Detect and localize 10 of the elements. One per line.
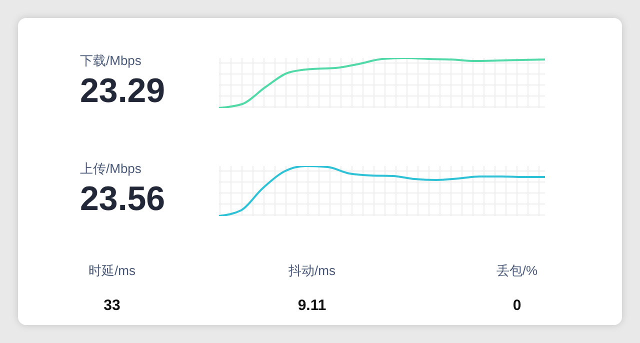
text: 33: [102, 297, 122, 314]
text: 下载/Mbps: [80, 52, 142, 70]
text: 时延/ms: [88, 262, 136, 280]
text: 23.29: [80, 72, 166, 111]
text: 丢包/%: [495, 262, 539, 280]
text: 0: [512, 297, 522, 314]
text: 抖动/ms: [288, 262, 336, 280]
text: 9.11: [296, 297, 328, 314]
text: 23.56: [80, 180, 166, 219]
text: 上传/Mbps: [80, 160, 142, 178]
